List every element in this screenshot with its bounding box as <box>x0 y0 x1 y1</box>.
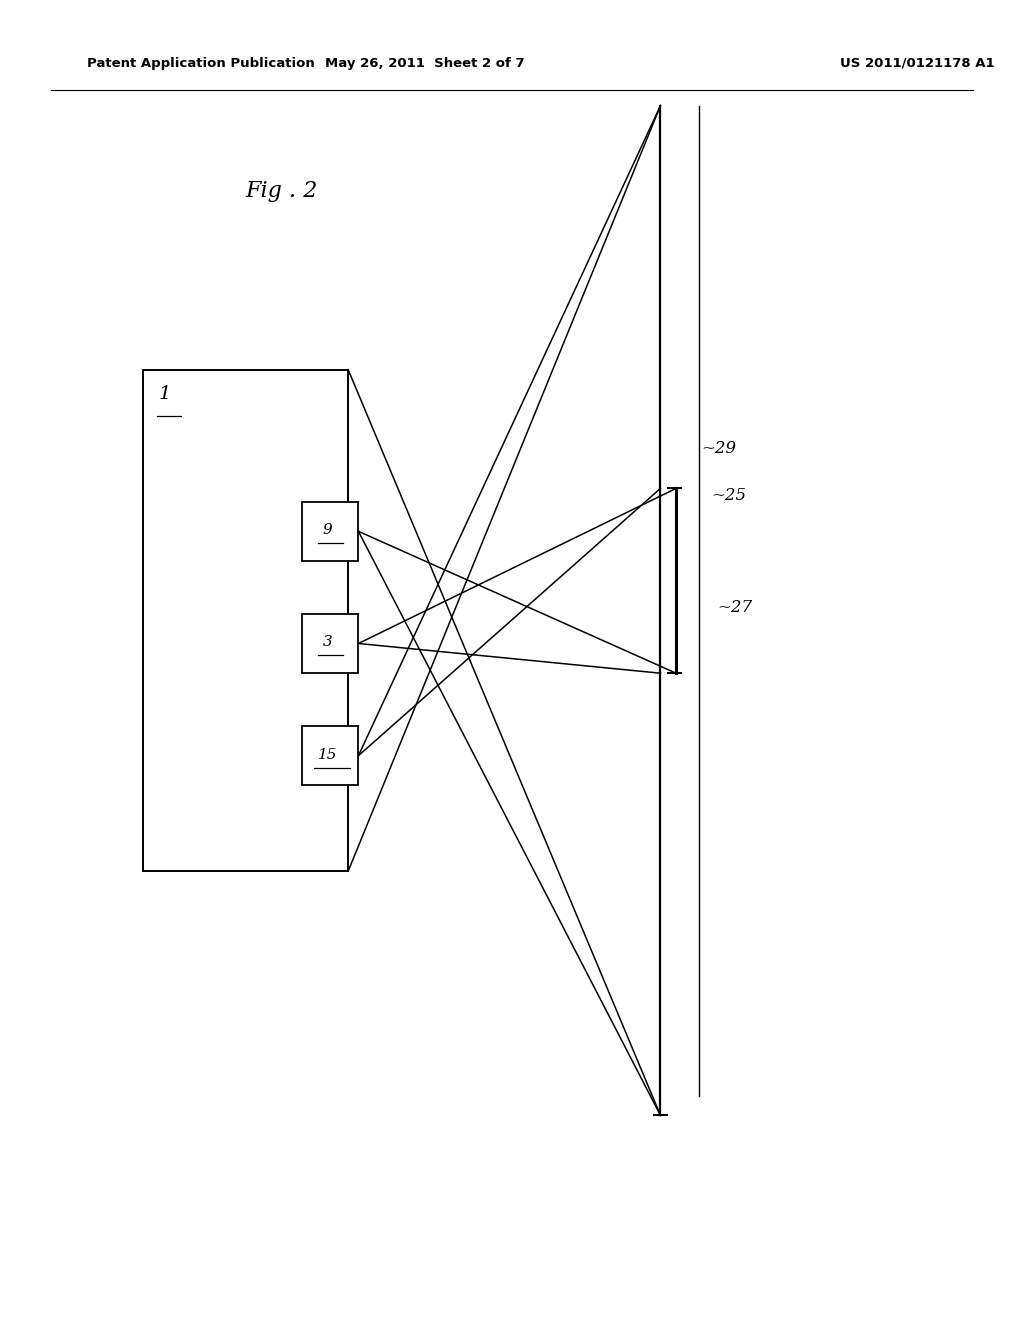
Text: US 2011/0121178 A1: US 2011/0121178 A1 <box>840 57 994 70</box>
Text: 1: 1 <box>159 384 171 403</box>
Bar <box>302 502 358 561</box>
Text: 3: 3 <box>323 635 333 649</box>
Text: ~29: ~29 <box>701 441 736 457</box>
Text: Patent Application Publication: Patent Application Publication <box>87 57 314 70</box>
Bar <box>302 614 358 673</box>
Text: ~25: ~25 <box>712 487 746 503</box>
Text: May 26, 2011  Sheet 2 of 7: May 26, 2011 Sheet 2 of 7 <box>326 57 524 70</box>
Text: 9: 9 <box>323 523 333 537</box>
Text: Fig . 2: Fig . 2 <box>246 181 318 202</box>
Text: 15: 15 <box>317 747 337 762</box>
Bar <box>302 726 358 785</box>
Text: ~27: ~27 <box>717 599 752 615</box>
Bar <box>143 370 348 871</box>
